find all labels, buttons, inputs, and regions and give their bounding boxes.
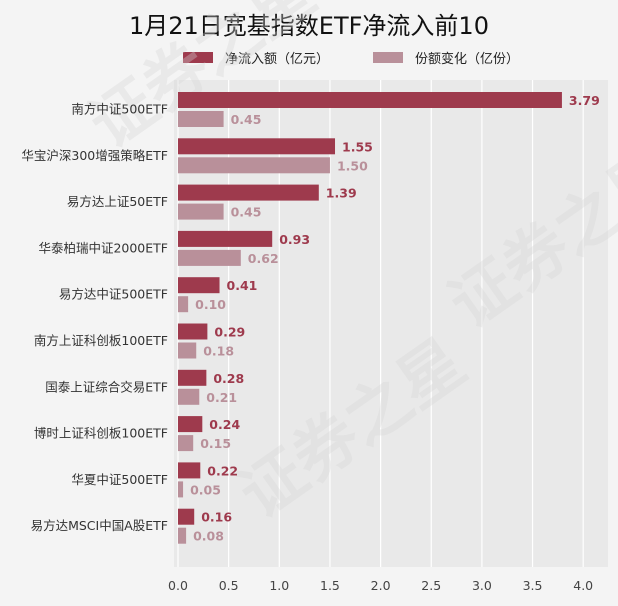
value-label-share-change: 0.45	[231, 205, 262, 220]
bar-net-inflow	[178, 462, 201, 479]
value-label-net-inflow: 0.93	[279, 232, 310, 247]
x-tick-label: 4.0	[573, 578, 593, 593]
value-label-net-inflow: 1.55	[342, 139, 373, 154]
legend: 净流入额（亿元） 份额变化（亿份）	[183, 48, 563, 67]
legend-item-share-change: 份额变化（亿份）	[373, 48, 519, 67]
value-label-net-inflow: 0.29	[214, 325, 245, 340]
category-label: 南方中证500ETF	[71, 102, 168, 117]
bar-net-inflow	[178, 230, 273, 247]
category-label: 易方达中证500ETF	[59, 287, 168, 302]
x-tick-label: 2.0	[371, 578, 391, 593]
value-label-net-inflow: 0.24	[209, 417, 240, 432]
bar-share-change	[178, 481, 184, 498]
legend-label-net-inflow: 净流入额（亿元）	[225, 52, 330, 67]
value-label-share-change: 0.21	[206, 390, 237, 405]
value-label-net-inflow: 3.79	[569, 93, 600, 108]
x-tick-label: 3.5	[523, 578, 543, 593]
value-label-share-change: 0.08	[193, 529, 224, 544]
value-label-share-change: 0.18	[203, 344, 234, 359]
bar-share-change	[178, 296, 189, 313]
bar-net-inflow	[178, 138, 336, 155]
legend-item-net-inflow: 净流入额（亿元）	[183, 48, 329, 67]
x-tick-label: 0.0	[168, 578, 188, 593]
bar-share-change	[178, 527, 187, 544]
bar-net-inflow	[178, 184, 319, 201]
x-tick-label: 3.0	[472, 578, 492, 593]
bar-net-inflow	[178, 369, 207, 386]
bar-share-change	[178, 388, 200, 405]
value-label-share-change: 1.50	[337, 158, 368, 173]
chart-title: 1月21日宽基指数ETF净流入前10	[129, 12, 489, 40]
x-tick-label: 1.5	[320, 578, 340, 593]
category-label: 华夏中证500ETF	[71, 472, 168, 487]
bar-net-inflow	[178, 277, 220, 294]
bar-share-change	[178, 111, 224, 127]
legend-swatch-net-inflow	[183, 52, 213, 63]
value-label-share-change: 0.10	[195, 297, 226, 312]
bar-share-change	[178, 249, 241, 266]
bar-share-change	[178, 435, 194, 452]
category-label: 国泰上证综合交易ETF	[45, 379, 168, 394]
value-label-net-inflow: 0.41	[227, 278, 258, 293]
bar-net-inflow	[178, 508, 195, 525]
category-label: 南方上证科创板100ETF	[34, 333, 168, 348]
value-label-share-change: 0.15	[200, 436, 231, 451]
category-label: 华宝沪深300增强策略ETF	[21, 148, 168, 163]
bar-net-inflow	[178, 416, 203, 433]
value-label-share-change: 0.05	[190, 482, 221, 497]
bar-share-change	[178, 203, 224, 220]
bar-share-change	[178, 157, 330, 174]
value-label-net-inflow: 0.16	[201, 510, 232, 525]
legend-swatch-share-change	[373, 52, 404, 63]
x-tick-label: 1.0	[269, 578, 289, 593]
bar-share-change	[178, 342, 197, 359]
category-label: 易方达MSCI中国A股ETF	[31, 518, 168, 533]
category-label: 华泰柏瑞中证2000ETF	[38, 240, 168, 255]
bar-net-inflow	[178, 323, 208, 340]
x-tick-label: 0.5	[219, 578, 239, 593]
x-tick-label: 2.5	[421, 578, 441, 593]
bar-net-inflow	[178, 92, 562, 108]
category-label: 易方达上证50ETF	[67, 194, 168, 209]
legend-label-share-change: 份额变化（亿份）	[415, 52, 520, 67]
value-label-net-inflow: 1.39	[326, 186, 357, 201]
value-label-share-change: 0.62	[248, 251, 279, 266]
category-label: 博时上证科创板100ETF	[34, 426, 168, 441]
value-label-share-change: 0.45	[231, 112, 262, 127]
value-label-net-inflow: 0.22	[207, 463, 238, 478]
value-label-net-inflow: 0.28	[213, 371, 244, 386]
